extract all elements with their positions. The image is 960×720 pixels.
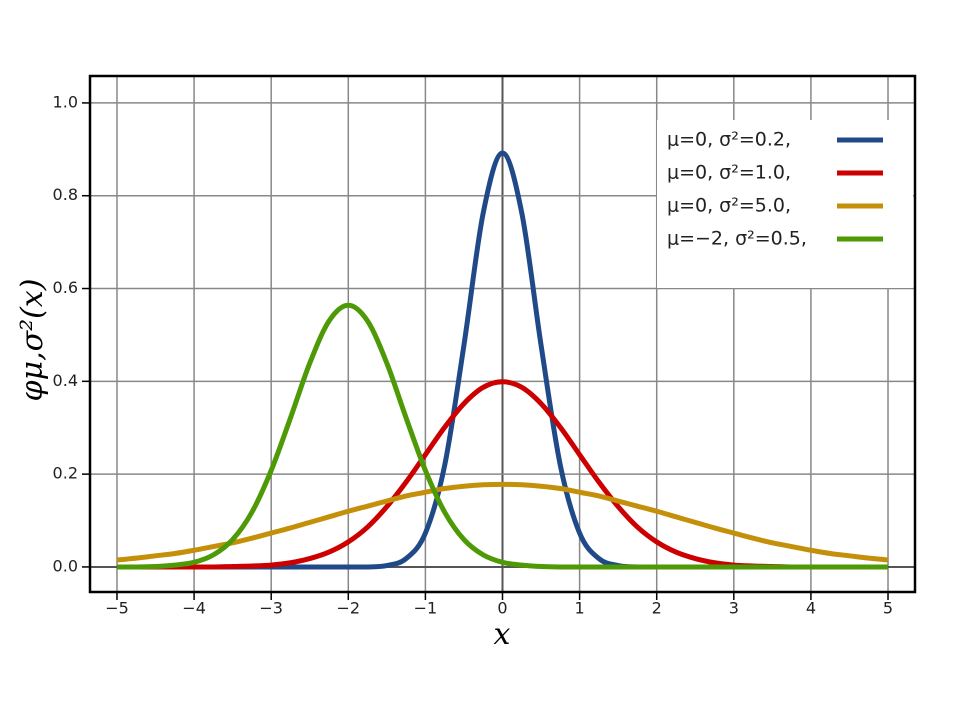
y-tick-label: 0.4 <box>53 371 78 390</box>
legend-label: μ=−2, σ²=0.5, <box>667 228 807 250</box>
x-axis-label: x <box>494 617 511 652</box>
x-tick-label: 0 <box>497 599 507 618</box>
x-tick-label: −1 <box>414 599 438 618</box>
y-axis-label: φμ,σ²(x) <box>15 279 50 402</box>
legend-label: μ=0, σ²=1.0, <box>667 162 791 184</box>
x-tick-label: −3 <box>259 599 283 618</box>
x-tick-label: 3 <box>729 599 739 618</box>
y-tick-label: 0.2 <box>53 464 78 483</box>
y-tick-label: 0.8 <box>53 185 78 204</box>
legend: μ=0, σ²=0.2, μ=0, σ²=1.0, μ=0, σ²=5.0, μ=−2… <box>657 120 913 288</box>
x-tick-label: 1 <box>575 599 585 618</box>
y-tick-label: 0.0 <box>53 556 78 575</box>
x-tick-label: 4 <box>806 599 816 618</box>
x-tick-label: −4 <box>182 599 206 618</box>
x-tick-label: −5 <box>105 599 129 618</box>
series-line <box>116 481 889 563</box>
x-tick-label: 2 <box>652 599 662 618</box>
legend-label: μ=0, σ²=0.2, <box>667 129 791 151</box>
x-tick-label: −2 <box>336 599 360 618</box>
y-tick-label: 0.6 <box>53 278 78 297</box>
x-tick-label: 5 <box>883 599 893 618</box>
legend-label: μ=0, σ²=5.0, <box>667 195 791 217</box>
y-tick-label: 1.0 <box>53 92 78 111</box>
plot-frame <box>88 74 917 594</box>
series-line <box>116 302 889 570</box>
